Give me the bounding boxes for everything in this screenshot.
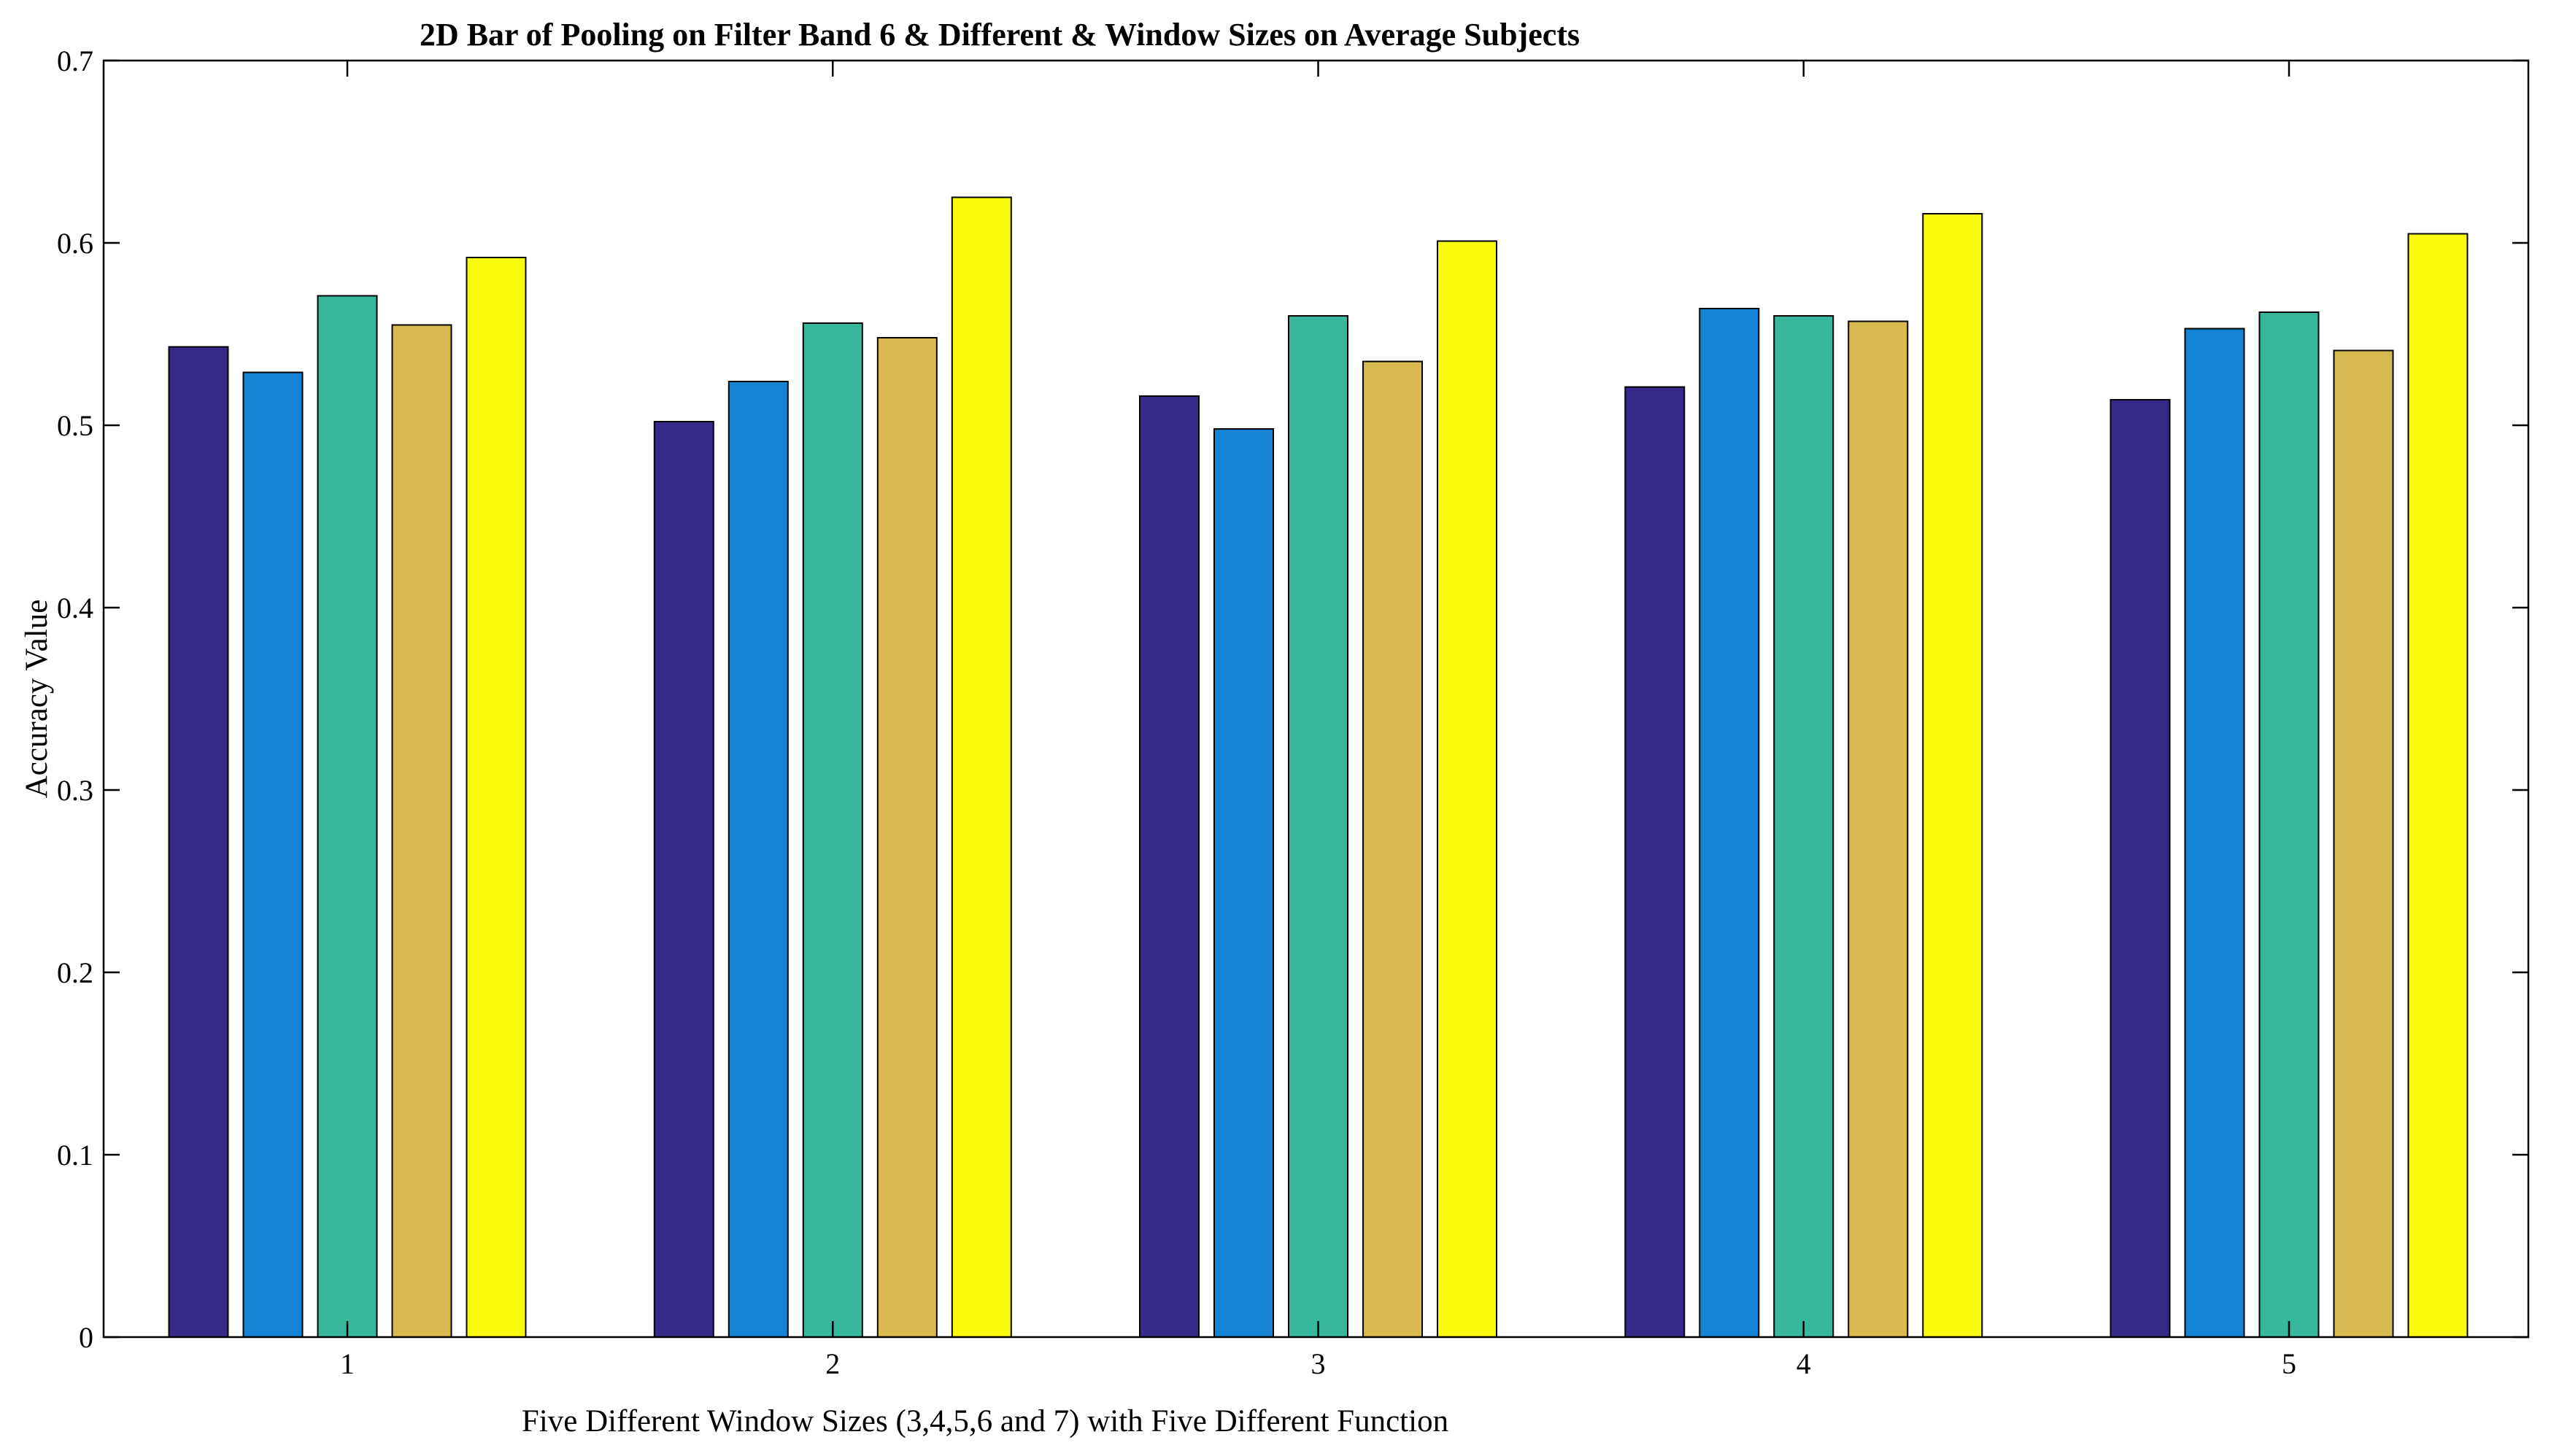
bar-series4-category5: [2333, 349, 2394, 1338]
bar-series2-category1: [242, 371, 304, 1338]
bar-series3-category4: [1773, 315, 1834, 1338]
y-tick-label: 0: [79, 1321, 93, 1354]
bar-series4-category4: [1848, 320, 1909, 1338]
y-tick-label: 0.6: [57, 227, 93, 260]
bar-series3-category3: [1288, 315, 1348, 1338]
bar-series2-category4: [1699, 308, 1760, 1338]
y-tick-label: 0.1: [57, 1139, 93, 1172]
bar-series5-category5: [2407, 233, 2469, 1338]
bar-series4-category3: [1362, 360, 1423, 1338]
bar-series3-category5: [2258, 311, 2320, 1338]
bar-series5-category4: [1922, 213, 1983, 1338]
bar-series2-category2: [727, 381, 789, 1338]
bar-series1-category3: [1139, 395, 1200, 1338]
y-tick-label: 0.3: [57, 774, 93, 807]
x-axis-label: Five Different Window Sizes (3,4,5,6 and…: [522, 1404, 1448, 1438]
bar-series4-category1: [391, 324, 452, 1338]
bar-series5-category3: [1437, 240, 1497, 1338]
y-tick-label: 0.2: [57, 956, 93, 989]
x-tick-label: 2: [825, 1347, 840, 1380]
bar-series3-category2: [802, 322, 863, 1338]
y-tick-label: 0.7: [57, 44, 93, 77]
y-axis-label: Accuracy Value: [20, 600, 54, 799]
bar-series1-category2: [653, 421, 714, 1338]
bar-series3-category1: [317, 295, 378, 1338]
bar-series1-category5: [2110, 399, 2171, 1338]
bar-series2-category3: [1213, 428, 1274, 1338]
x-tick-label: 1: [340, 1347, 355, 1380]
x-tick-label: 3: [1311, 1347, 1326, 1380]
bars-layer: [168, 196, 2469, 1338]
chart-title: 2D Bar of Pooling on Filter Band 6 & Dif…: [420, 17, 1580, 53]
ticks-layer: 0 0.1 0.2 0.3 0.4 0.5 0.6 0.7 1 2 3 4 5: [57, 44, 2528, 1380]
x-tick-label: 5: [2282, 1347, 2296, 1380]
bar-series5-category1: [466, 257, 527, 1338]
y-tick-label: 0.5: [57, 409, 93, 442]
y-tick-label: 0.4: [57, 592, 93, 624]
bar-series2-category5: [2184, 328, 2245, 1338]
plot-frame: [102, 59, 2530, 1339]
x-tick-label: 4: [1796, 1347, 1811, 1380]
bar-series1-category1: [168, 346, 229, 1338]
bar-series5-category2: [951, 196, 1012, 1338]
bar-series1-category4: [1624, 386, 1686, 1338]
bar-series4-category2: [876, 337, 938, 1338]
